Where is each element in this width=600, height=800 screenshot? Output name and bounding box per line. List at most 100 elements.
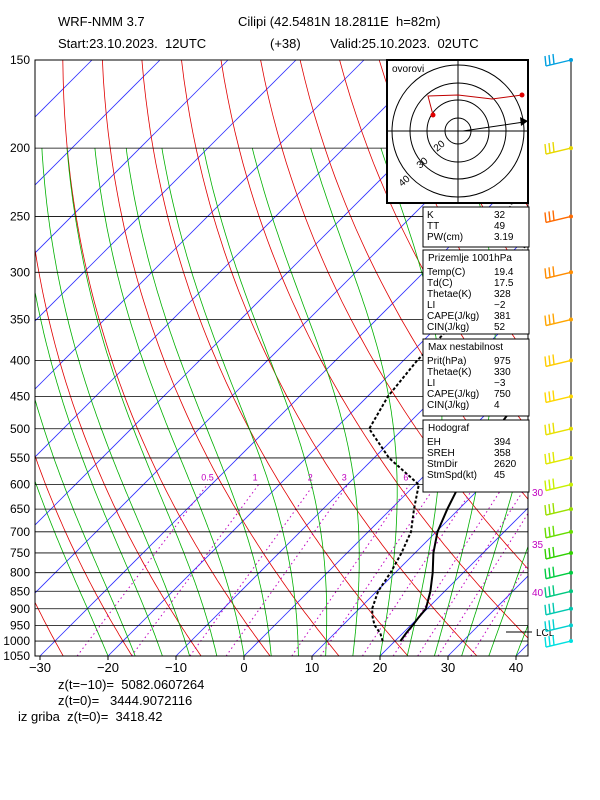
dry-adiabat [35,246,202,656]
hodograph-label: ovorovi [392,64,424,75]
wind-barb [544,546,573,560]
index-name: CAPE(J/kg) [427,311,479,322]
moist-adiabat [35,398,136,656]
index-value: 19.4 [494,267,514,278]
moist-adiabat [94,148,245,656]
index-value: 381 [494,311,511,322]
index-name: LI [427,378,435,389]
theta-e-label: 30 [532,488,544,499]
moist-adiabat [461,432,528,656]
isotherm-line [107,235,528,656]
index-name: PW(cm) [427,232,463,243]
pressure-tick-label: 950 [10,618,30,632]
mixing-ratio-line [470,562,528,656]
temperature-tick-label: 20 [373,660,387,675]
index-name: StmDir [427,459,458,470]
theta-e-label: 35 [532,540,544,551]
pressure-tick-label: 700 [10,525,30,539]
index-name: CIN(J/kg) [427,322,469,333]
pressure-tick-label: 400 [10,353,30,367]
index-value: 49 [494,221,506,232]
isotherm-line [35,60,161,186]
wind-barb [544,390,573,404]
pressure-tick-label: 200 [10,141,30,155]
temperature-tick-label: −30 [29,660,51,675]
height-t-minus10: z(t=−10)= 5082.0607264 [58,677,205,692]
mixing-ratio-label: 3 [342,473,347,483]
index-value: 328 [494,289,511,300]
indices-panel-basic: K 32 TT 49 PW(cm) 3.19 [422,206,530,248]
index-name: Temp(C) [427,267,465,278]
moist-adiabat [310,147,398,656]
wind-barb [544,619,573,633]
mixing-ratio-line [291,484,410,656]
mixing-ratio-line [76,484,208,656]
moist-adiabat [66,148,218,656]
isotherm-line [311,439,528,656]
pressure-tick-label: 600 [10,478,30,492]
index-name: Thetae(K) [427,289,471,300]
moist-adiabat [488,545,528,656]
isotherm-line [35,60,229,254]
pressure-tick-label: 500 [10,422,30,436]
temperature-tick-label: −10 [165,660,187,675]
isotherm-line [35,60,365,390]
index-value: 750 [494,389,511,400]
temperature-tick-label: 40 [509,660,523,675]
isotherm-line [243,371,528,656]
mixing-ratio-line [320,484,437,656]
wind-barb [544,634,573,648]
pressure-tick-label: 350 [10,313,30,327]
hodograph-end [519,92,525,98]
dry-adiabat [577,60,600,656]
moist-adiabat [161,148,299,656]
mixing-ratio-label: 0.5 [201,473,214,483]
model-name: WRF-NMM 3.7 [58,14,145,29]
moist-adiabat [203,148,328,656]
storm-motion-arrowhead [520,117,528,126]
index-value: 4 [494,400,500,411]
station-name: Cilipi (42.5481N 18.2811E h=82m) [238,14,441,29]
pressure-tick-label: 800 [10,566,30,580]
wind-barb [544,503,573,516]
pressure-tick-label: 750 [10,546,30,560]
indices-panel-max-instability: Max nestabilnost Prit(hPa) 975 Thetae(K) 330… [422,338,530,417]
indices-panel-hodograph: Hodograf EH 394 SREH 358 StmDir 2620 StmSpd(kt)… [422,419,530,493]
isotherm-line [379,507,528,656]
valid-time: Valid:25.10.2023. 02UTC [330,36,479,51]
pressure-tick-label: 550 [10,451,30,465]
index-value: 3.19 [494,232,514,243]
pressure-tick-label: 450 [10,389,30,403]
pressure-tick-label: 150 [10,53,30,67]
index-value: 17.5 [494,278,514,289]
index-name: LI [427,300,435,311]
forecast-offset: (+38) [270,36,301,51]
dry-adiabat [102,60,340,656]
moist-adiabat [35,479,109,656]
index-value: 32 [494,210,506,221]
index-name: Thetae(K) [427,367,471,378]
mixing-ratio-line [437,512,528,656]
wind-barb [544,313,573,327]
panel-title: Max nestabilnost [428,342,503,353]
index-name: Prit(hPa) [427,356,466,367]
mixing-ratio-label: 1 [253,473,258,483]
moist-adiabat [41,148,190,656]
start-time: Start:23.10.2023. 12UTC [58,36,207,51]
index-value: 358 [494,448,511,459]
wind-barb [544,478,573,492]
wind-barb [544,210,573,224]
mixing-ratio-label: 2 [308,473,313,483]
wind-barb [544,566,573,580]
panel-title: Hodograf [428,423,469,434]
isotherm-line [35,60,433,458]
wind-barb [544,266,573,279]
index-name: CIN(J/kg) [427,400,469,411]
wind-barb [544,142,573,155]
dry-adiabat [537,60,600,656]
hodograph-trace [427,94,523,116]
hodograph-start [430,112,436,118]
isotherm-line [35,60,297,322]
